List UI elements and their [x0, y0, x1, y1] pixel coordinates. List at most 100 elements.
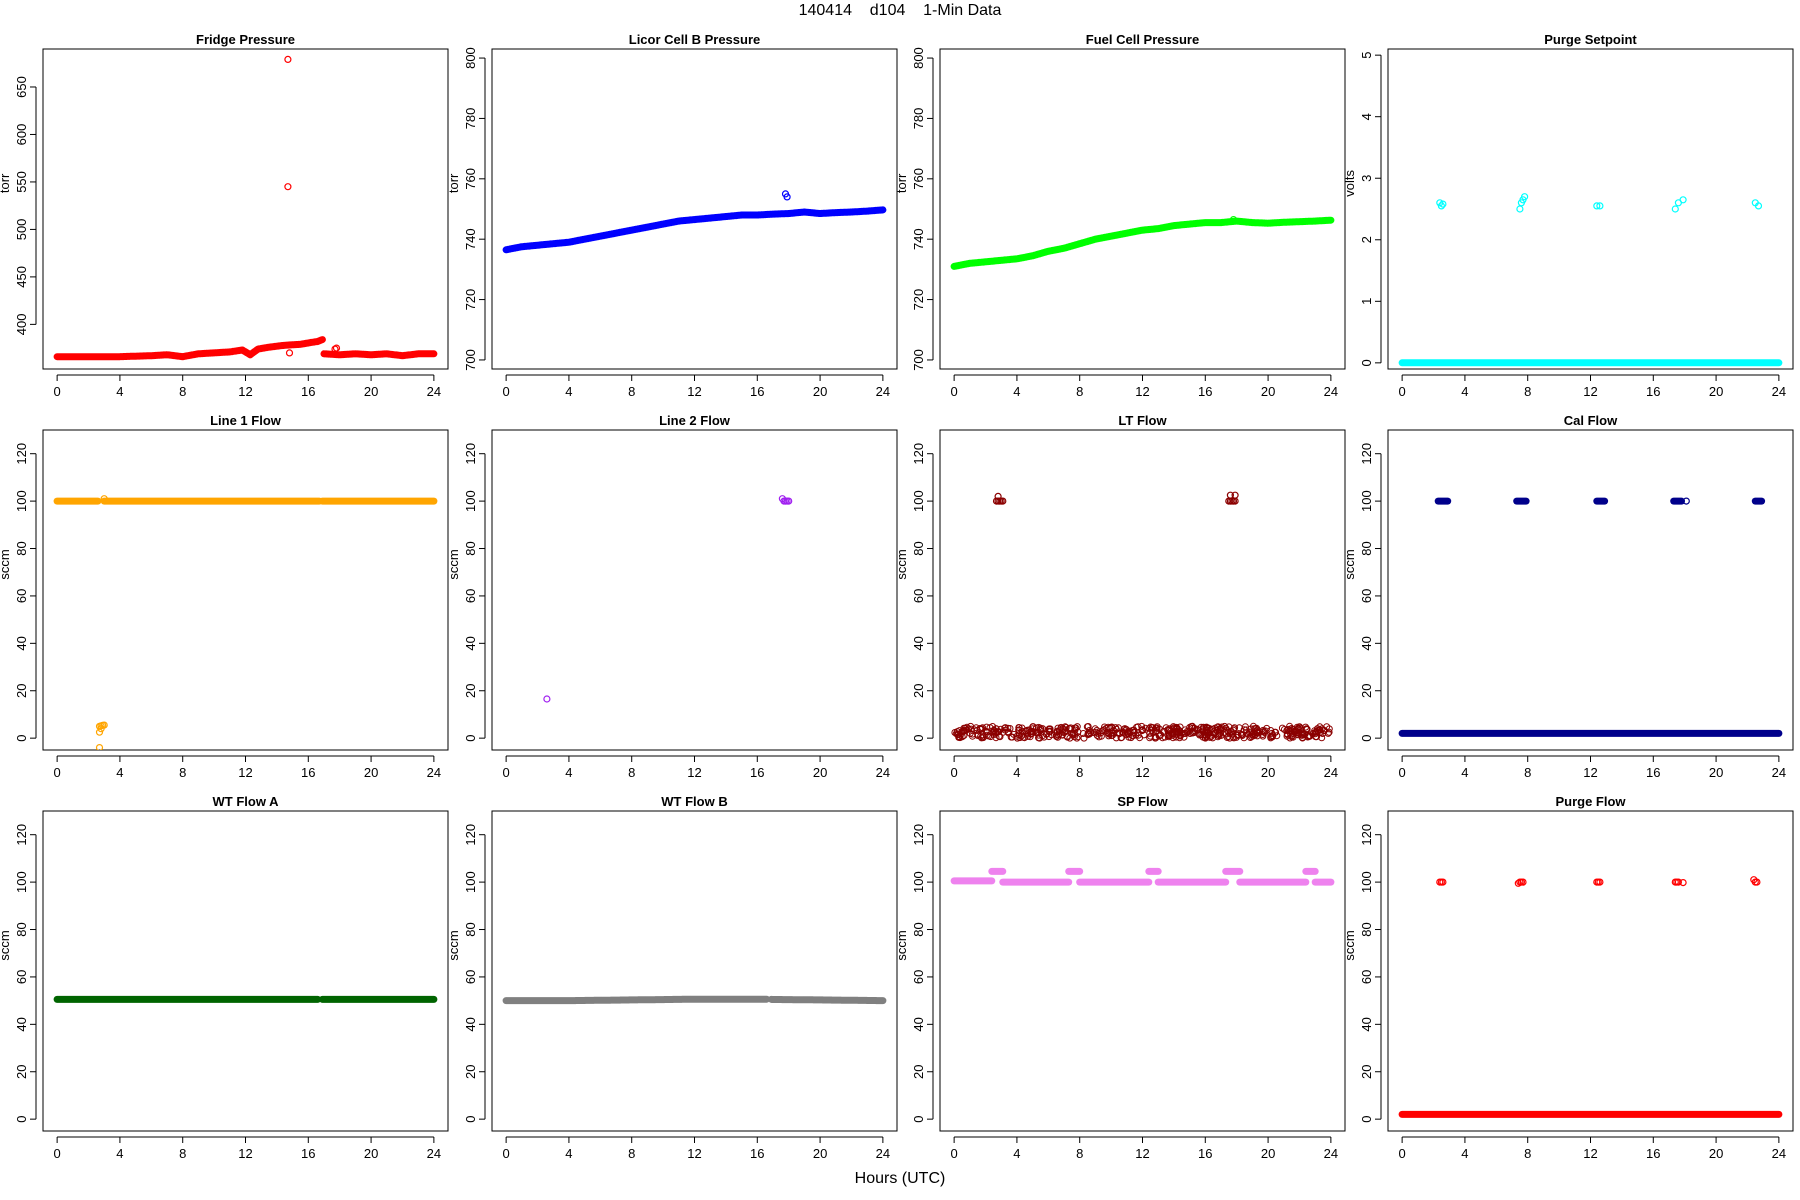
chart-panel: LT Flow 0 4 8 12 16 20 24 0 20 40 60 80 100 120 sccm — [894, 413, 1346, 780]
data-point — [973, 727, 981, 734]
data-point — [1298, 730, 1306, 738]
x-tick-label: 4 — [1013, 1146, 1020, 1161]
plot-frame — [42, 429, 449, 751]
data-point — [1250, 729, 1258, 737]
y-tick-label: 0 — [911, 735, 926, 742]
data-point — [1247, 729, 1255, 737]
data-point — [1063, 732, 1071, 740]
y-tick-label: 800 — [911, 47, 926, 69]
x-tick-label: 24 — [1772, 765, 1786, 780]
x-tick-label: 4 — [1461, 765, 1468, 780]
data-point — [1437, 202, 1446, 210]
x-tick-label: 24 — [876, 384, 890, 399]
chart-title: LT Flow — [1118, 413, 1167, 428]
data-point — [1153, 727, 1161, 734]
chart-title: Line 1 Flow — [210, 413, 282, 428]
data-point — [1121, 727, 1129, 735]
x-tick-label: 20 — [364, 765, 378, 780]
plot-frame — [491, 429, 898, 751]
data-point — [1018, 724, 1026, 732]
data-point — [1036, 734, 1044, 742]
y-tick-label: 780 — [463, 108, 478, 130]
y-tick-label: 80 — [14, 922, 29, 936]
x-tick-label: 20 — [364, 1146, 378, 1161]
x-tick-label: 16 — [1646, 1146, 1660, 1161]
x-tick-label: 12 — [238, 384, 252, 399]
data-point — [1671, 205, 1679, 213]
data-point — [1229, 216, 1238, 224]
data-point — [1232, 733, 1240, 741]
y-tick-label: 780 — [911, 108, 926, 130]
y-tick-label: 80 — [463, 922, 478, 936]
x-tick-label: 20 — [813, 1146, 827, 1161]
data-point — [1596, 878, 1604, 886]
x-tick-label: 16 — [1198, 384, 1212, 399]
y-tick-label: 100 — [14, 871, 29, 893]
data-point — [1197, 723, 1205, 731]
x-tick-label: 12 — [687, 384, 701, 399]
data-point — [1231, 491, 1239, 499]
x-axis-label: Hours (UTC) — [854, 1170, 946, 1187]
x-tick-label: 20 — [1261, 1146, 1275, 1161]
data-point — [1117, 734, 1125, 742]
data-point — [783, 193, 791, 201]
chart-title: Purge Setpoint — [1544, 32, 1637, 47]
data-point — [969, 732, 976, 740]
data-point — [991, 730, 999, 738]
y-tick-label: 2 — [1359, 236, 1374, 243]
data-point — [1173, 728, 1181, 736]
data-point — [956, 734, 964, 742]
y-tick-label: 100 — [911, 490, 926, 512]
data-point — [1287, 726, 1295, 734]
data-point — [1209, 734, 1217, 742]
data-point — [1110, 727, 1118, 735]
y-tick-label: 60 — [911, 970, 926, 984]
data-layer — [502, 995, 887, 1005]
x-tick-label: 24 — [1772, 1146, 1786, 1161]
data-point — [1223, 726, 1231, 734]
y-tick-label: 100 — [463, 871, 478, 893]
x-tick-label: 16 — [301, 1146, 315, 1161]
data-layer — [950, 216, 1335, 270]
plot-frame — [42, 810, 449, 1132]
y-tick-label: 0 — [14, 735, 29, 742]
data-point — [1180, 733, 1188, 741]
x-tick-label: 4 — [116, 1146, 123, 1161]
data-layer — [1398, 497, 1783, 737]
x-tick-label: 0 — [1399, 765, 1406, 780]
x-tick-label: 0 — [1399, 384, 1406, 399]
data-point — [1593, 202, 1601, 210]
x-tick-label: 20 — [813, 765, 827, 780]
x-tick-label: 12 — [1135, 1146, 1149, 1161]
y-tick-label: 80 — [1359, 541, 1374, 555]
y-tick-label: 100 — [911, 871, 926, 893]
data-point — [1152, 728, 1160, 735]
y-tick-label: 20 — [14, 1065, 29, 1079]
y-tick-label: 760 — [911, 168, 926, 190]
x-tick-label: 0 — [951, 384, 958, 399]
data-point — [1238, 731, 1246, 739]
data-point — [284, 183, 292, 191]
chart-panel: Line 2 Flow 0 4 8 12 16 20 24 0 20 40 60 80 100 120 scc… — [446, 413, 898, 780]
y-tick-label: 120 — [1359, 824, 1374, 846]
y-tick-label: 80 — [911, 922, 926, 936]
y-tick-label: 60 — [1359, 970, 1374, 984]
data-point — [965, 725, 972, 733]
y-tick-label: 1 — [1359, 298, 1374, 305]
y-tick-label: 500 — [14, 219, 29, 241]
x-tick-label: 12 — [238, 1146, 252, 1161]
data-point — [332, 344, 341, 352]
x-tick-label: 8 — [628, 384, 635, 399]
y-tick-label: 80 — [1359, 922, 1374, 936]
y-tick-label: 40 — [14, 1017, 29, 1031]
x-tick-label: 8 — [1076, 765, 1083, 780]
x-tick-label: 20 — [1709, 384, 1723, 399]
x-tick-label: 8 — [628, 1146, 635, 1161]
data-point — [785, 497, 793, 505]
data-layer — [1398, 876, 1783, 1118]
data-point — [994, 492, 1002, 500]
y-tick-label: 120 — [14, 824, 29, 846]
chart-panel: Licor Cell B Pressure 0 4 8 12 16 20 24 700 720 74… — [446, 32, 898, 399]
x-tick-label: 0 — [951, 765, 958, 780]
